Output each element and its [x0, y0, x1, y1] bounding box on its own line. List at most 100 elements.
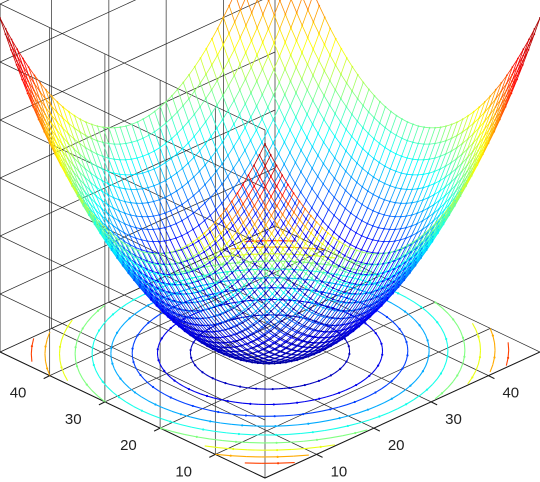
mesh-segment: [261, 94, 269, 108]
mesh-segment: [233, 114, 240, 125]
mesh-segment: [171, 293, 179, 303]
mesh-segment: [406, 124, 414, 141]
mesh-segment: [344, 229, 351, 242]
mesh-segment: [237, 245, 245, 253]
mesh-segment: [84, 184, 91, 198]
mesh-segment: [344, 212, 352, 226]
contour-segment: [293, 454, 309, 457]
contour-segment: [281, 402, 290, 405]
mesh-segment: [356, 199, 363, 205]
mesh-segment: [197, 290, 204, 293]
mesh-segment: [240, 0, 246, 10]
mesh-segment: [21, 79, 28, 94]
mesh-segment: [456, 119, 464, 136]
mesh-segment: [278, 130, 285, 143]
contour-segment: [76, 334, 80, 342]
mesh-segment: [405, 214, 413, 228]
contour-segment: [477, 357, 481, 365]
mesh-segment: [121, 254, 128, 265]
mesh-segment: [384, 165, 391, 170]
mesh-segment: [333, 203, 341, 216]
mesh-segment: [91, 124, 98, 141]
contour-segment: [200, 283, 211, 287]
mesh-segment: [192, 268, 199, 272]
mesh-segment: [396, 262, 404, 267]
mesh-segment: [183, 316, 190, 319]
mesh-segment: [142, 187, 149, 190]
mesh-segment: [354, 301, 361, 311]
mesh-segment: [462, 115, 469, 133]
mesh-segment: [79, 153, 86, 169]
mesh-segment: [367, 207, 374, 212]
mesh-segment: [323, 317, 330, 326]
mesh-segment: [328, 136, 336, 151]
mesh-segment: [82, 200, 89, 209]
mesh-segment: [450, 168, 457, 174]
mesh-segment: [289, 152, 296, 163]
mesh-segment: [239, 78, 246, 91]
mesh-segment: [239, 345, 246, 351]
mesh-segment: [284, 142, 291, 153]
mesh-segment: [49, 143, 56, 155]
contour-segment: [404, 337, 408, 343]
mesh-segment: [187, 228, 194, 234]
mesh-segment: [327, 215, 335, 228]
mesh-segment: [276, 279, 284, 287]
contour-segment: [289, 315, 295, 318]
contour-segment: [190, 344, 193, 348]
mesh-segment: [198, 240, 205, 253]
mesh-segment: [267, 351, 275, 355]
contour-segment: [369, 415, 380, 421]
mesh-segment: [142, 170, 149, 174]
mesh-segment: [155, 288, 162, 292]
mesh-segment: [219, 337, 226, 343]
mesh-segment: [340, 121, 347, 130]
mesh-segment: [431, 226, 438, 237]
mesh-segment: [290, 0, 298, 13]
mesh-segment: [166, 292, 173, 302]
mesh-segment: [299, 267, 306, 277]
mesh-segment: [220, 268, 227, 278]
mesh-segment: [334, 177, 341, 185]
mesh-segment: [233, 64, 241, 76]
mesh-segment: [293, 319, 300, 324]
contour-segment: [129, 387, 136, 393]
mesh-segment: [140, 265, 147, 270]
mesh-segment: [284, 42, 292, 56]
contour-segment: [30, 353, 33, 362]
mesh-segment: [85, 135, 92, 152]
mesh-segment: [205, 98, 212, 114]
contour-segment: [420, 389, 428, 396]
mesh-segment: [198, 202, 206, 209]
mesh-segment: [294, 211, 301, 222]
mesh-segment: [129, 244, 136, 256]
mesh-segment: [270, 321, 277, 327]
mesh-segment: [272, 130, 280, 143]
mesh-segment: [361, 235, 368, 239]
mesh-segment: [363, 292, 370, 302]
mesh-segment: [282, 298, 289, 305]
mesh-segment: [383, 229, 390, 242]
mesh-segment: [250, 117, 257, 131]
mesh-segment: [360, 263, 368, 275]
contour-segment: [355, 269, 368, 274]
mesh-segment: [250, 81, 258, 93]
mesh-segment: [285, 0, 292, 15]
mesh-segment: [118, 236, 125, 249]
mesh-segment: [101, 200, 108, 214]
mesh-segment: [227, 188, 234, 197]
mesh-segment: [317, 195, 324, 204]
contour-segment: [44, 339, 48, 347]
mesh-segment: [271, 214, 279, 225]
contour-segment: [184, 433, 197, 438]
contour-segment: [192, 405, 202, 409]
mesh-segment: [301, 342, 308, 348]
mesh-segment: [483, 114, 491, 130]
mesh-segment: [163, 273, 170, 276]
mesh-segment: [262, 56, 269, 70]
mesh-segment: [223, 5, 230, 18]
mesh-segment: [368, 290, 376, 300]
mesh-segment: [136, 140, 144, 157]
contour-segment: [479, 350, 482, 358]
contour-segment: [231, 423, 243, 426]
